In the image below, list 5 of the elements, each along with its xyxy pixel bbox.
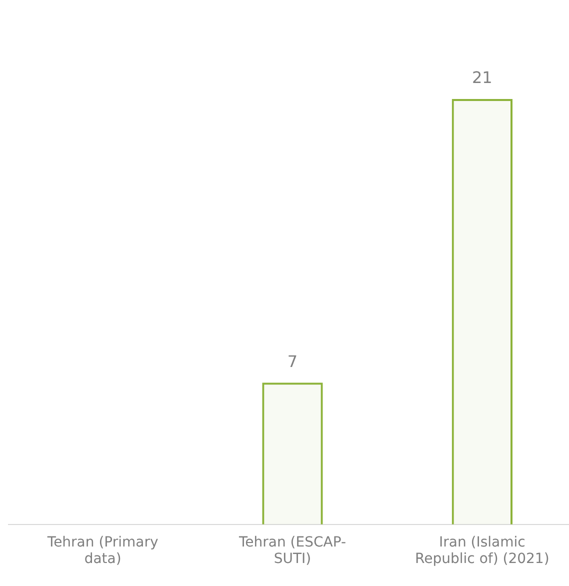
x-tick-label: Tehran (Primary data) bbox=[46, 534, 158, 568]
x-tick-label: Tehran (ESCAP-SUTI) bbox=[238, 534, 346, 568]
x-tick-label: Iran (Islamic Republic of) (2021) bbox=[415, 534, 550, 568]
data-label: 21 bbox=[472, 68, 492, 88]
data-label: 7 bbox=[287, 352, 298, 371]
